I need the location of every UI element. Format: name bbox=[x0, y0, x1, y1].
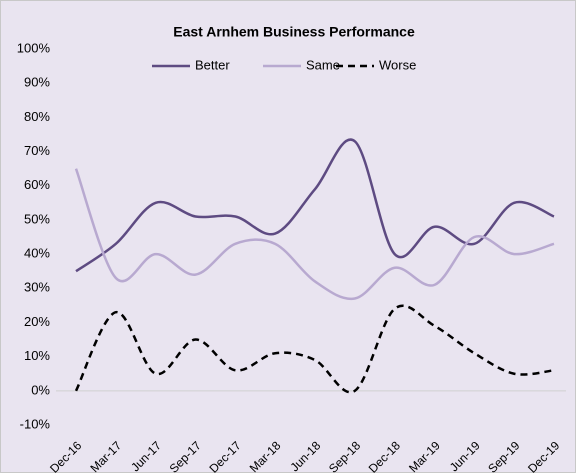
series-line bbox=[75, 138, 555, 273]
y-tick-label: 20% bbox=[24, 314, 50, 329]
y-tick-label: 0% bbox=[31, 382, 50, 397]
y-tick-label: -10% bbox=[20, 416, 51, 431]
y-tick-label: 40% bbox=[24, 246, 50, 261]
y-tick-label: 60% bbox=[24, 177, 50, 192]
y-tick-label: 80% bbox=[24, 109, 50, 124]
legend-label: Worse bbox=[379, 57, 416, 72]
y-tick-label: 30% bbox=[24, 280, 50, 295]
chart-title: East Arnhem Business Performance bbox=[173, 24, 415, 40]
series-line bbox=[74, 168, 555, 301]
y-tick-label: 70% bbox=[24, 143, 50, 158]
series-line bbox=[74, 304, 555, 394]
legend-label: Same bbox=[306, 57, 340, 72]
y-tick-label: 50% bbox=[24, 211, 50, 226]
y-tick-label: 100% bbox=[17, 40, 51, 55]
y-tick-label: 90% bbox=[24, 75, 50, 90]
legend-label: Better bbox=[195, 57, 230, 72]
y-tick-label: 10% bbox=[24, 348, 50, 363]
